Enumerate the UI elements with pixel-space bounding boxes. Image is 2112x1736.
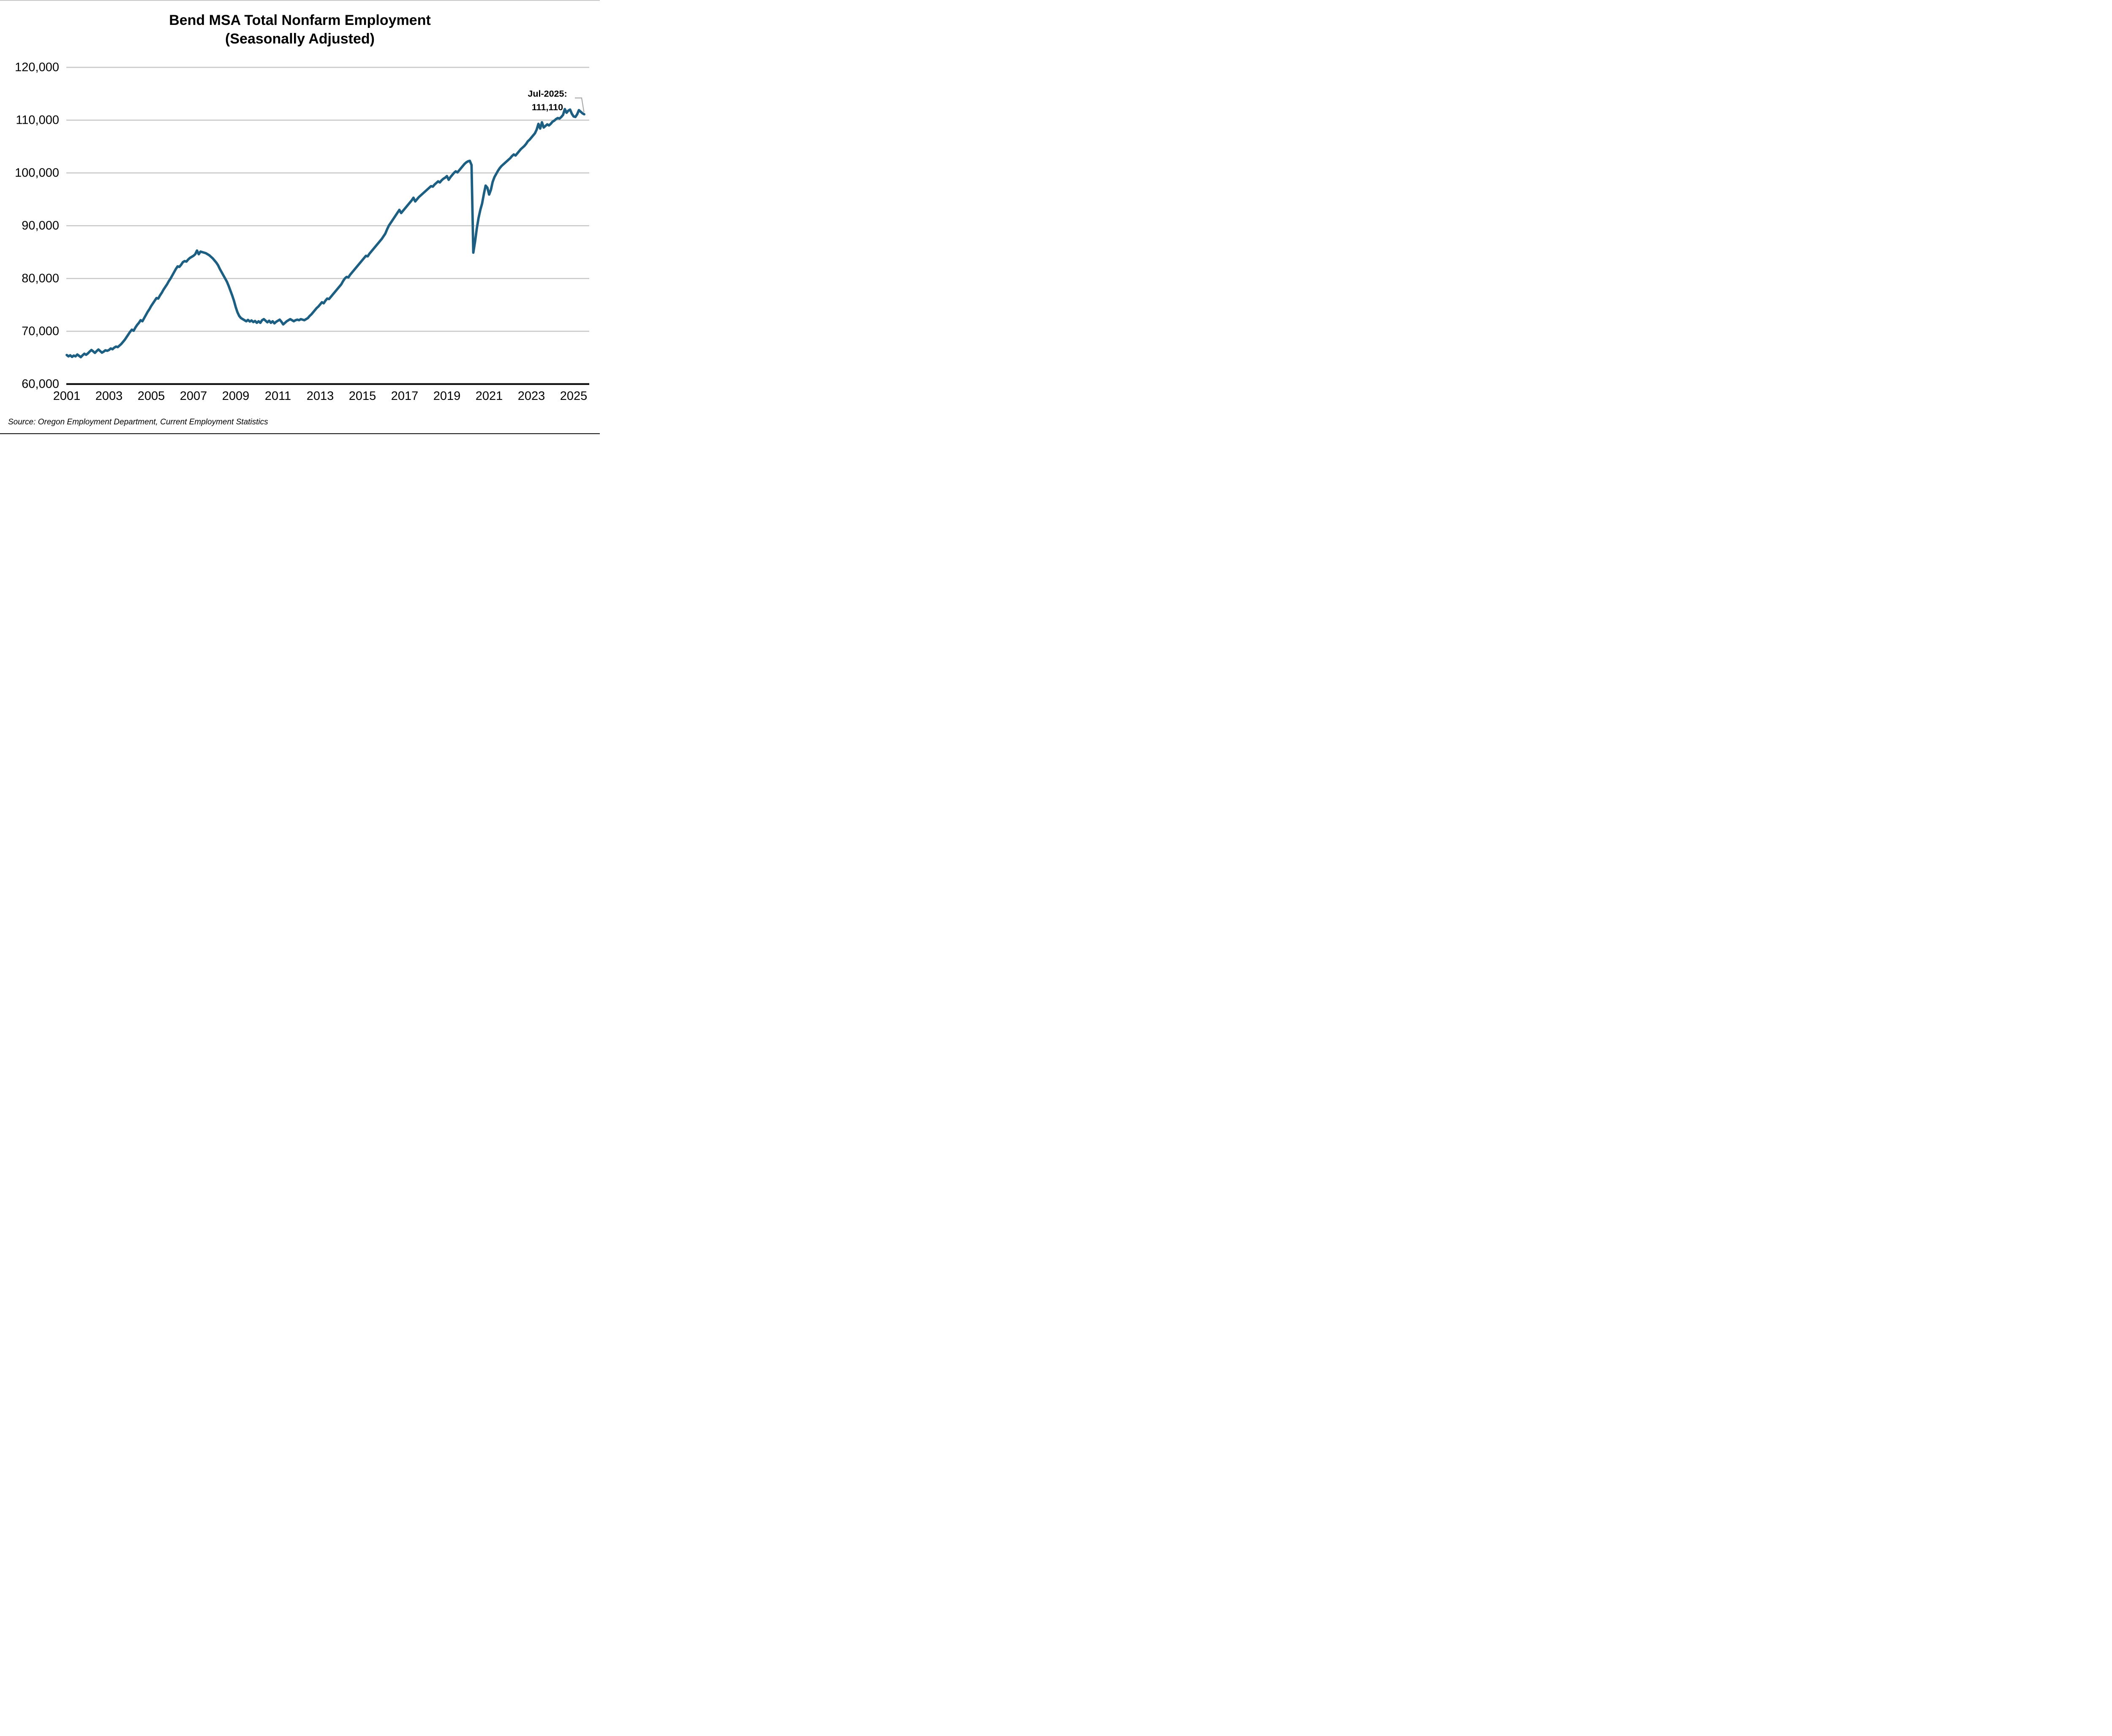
- y-tick-label: 60,000: [22, 377, 59, 391]
- data-annotation: Jul-2025: 111,110: [503, 87, 592, 114]
- x-tick-label: 2009: [222, 389, 250, 403]
- plot-svg: [65, 67, 589, 385]
- x-tick-label: 2011: [264, 389, 291, 403]
- top-border: [0, 0, 600, 1]
- x-tick-label: 2025: [560, 389, 588, 403]
- source-note: Source: Oregon Employment Department, Cu…: [8, 418, 268, 427]
- x-tick-label: 2005: [137, 389, 165, 403]
- y-tick-label: 70,000: [22, 324, 59, 338]
- x-tick-label: 2001: [53, 389, 81, 403]
- x-tick-label: 2023: [517, 389, 545, 403]
- y-tick-label: 110,000: [16, 113, 59, 127]
- chart-title-line1: Bend MSA Total Nonfarm Employment: [169, 12, 431, 28]
- x-tick-label: 2013: [306, 389, 334, 403]
- x-tick-label: 2017: [391, 389, 419, 403]
- y-tick-label: 120,000: [15, 60, 59, 74]
- chart-subtitle: (Seasonally Adjusted): [225, 31, 375, 47]
- y-tick-label: 80,000: [22, 272, 59, 285]
- employment-line-series: [65, 108, 585, 359]
- bottom-border: [0, 433, 600, 434]
- x-tick-label: 2007: [180, 389, 207, 403]
- annotation-date: Jul-2025:: [528, 89, 567, 99]
- x-tick-label: 2019: [433, 389, 461, 403]
- x-tick-label: 2015: [348, 389, 376, 403]
- y-tick-label: 90,000: [22, 219, 59, 232]
- x-tick-label: 2003: [95, 389, 123, 403]
- y-tick-label: 100,000: [15, 166, 59, 179]
- annotation-value: 111,110: [531, 102, 563, 112]
- page-root: { "header": { "title_line1": "Bend MSA T…: [0, 0, 600, 434]
- chart-title: Bend MSA Total Nonfarm Employment (Seaso…: [0, 11, 600, 48]
- x-tick-label: 2021: [475, 389, 503, 403]
- annotation-leader-line: [575, 97, 585, 112]
